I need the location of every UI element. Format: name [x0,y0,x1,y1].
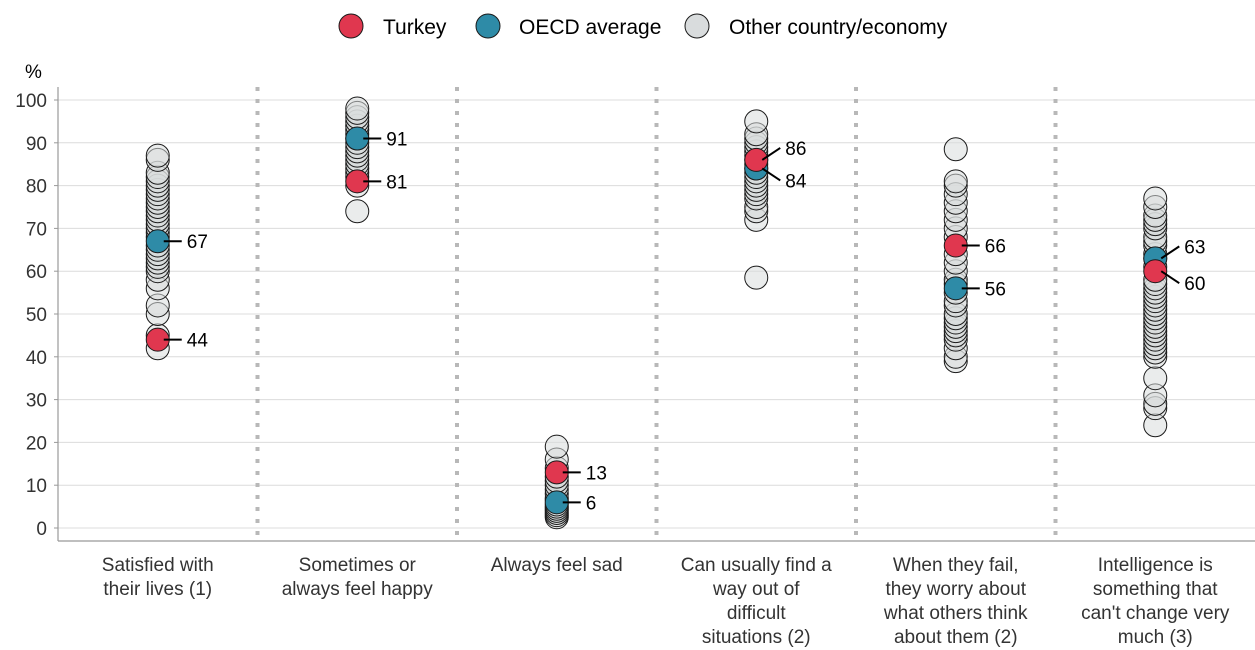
point-other-country [544,434,569,459]
value-label-oecd-average: 91 [386,130,407,151]
value-label-oecd-average: 67 [187,232,208,253]
y-tick-label: 30 [26,391,47,412]
label-leader-turkey [1160,270,1180,285]
legend-marker-other-country [684,13,710,39]
x-category-label: Can usually find a way out of difficult sit… [681,555,832,648]
value-label-turkey: 86 [785,139,806,160]
value-label-turkey: 81 [386,172,407,193]
x-axis-categories: Satisfied with their lives (1) Sometimes o… [102,555,1230,648]
label-leader-oecd-average [1160,245,1180,260]
legend: Turkey OECD average Other country/econom… [338,13,948,39]
value-label-oecd-average: 63 [1184,237,1205,258]
point-turkey [1143,259,1168,284]
y-tick-label: 70 [26,219,47,240]
point-other-country [345,199,370,224]
x-category-label: Sometimes or always feel happy [282,555,434,600]
y-tick-label: 10 [26,476,47,497]
point-turkey [744,147,769,172]
value-label-oecd-average: 56 [985,279,1006,300]
point-other-country [943,169,968,194]
value-label-oecd-average: 84 [785,171,807,192]
data-points [145,96,1168,530]
x-category-label: When they fail, they worry about what othe… [883,555,1028,648]
legend-marker-oecd-average [475,13,501,39]
gridlines [58,99,1255,529]
category-separators [255,87,1058,541]
value-label-turkey: 66 [985,237,1006,258]
y-tick-label: 40 [26,348,47,369]
label-leader-oecd-average [761,167,781,182]
y-tick-label: 90 [26,134,47,155]
point-other-country [1143,366,1168,391]
y-tick-label: 100 [15,91,47,112]
x-category-label: Intelligence is something that can't chang… [1081,555,1230,648]
x-category-label: Satisfied with their lives (1) [102,555,214,600]
y-axis-ticks: 0 10 20 30 40 50 60 70 80 90 100 [15,91,58,540]
y-tick-label: 60 [26,262,47,283]
legend-label-other-country: Other country/economy [729,16,948,39]
point-other-country [744,265,769,290]
legend-marker-turkey [338,13,364,39]
value-labels: 67 44 91 81 6 13 84 86 56 66 63 60 [163,130,1205,514]
y-tick-label: 0 [36,519,47,540]
y-tick-label: 50 [26,305,47,326]
y-tick-label: 80 [26,177,47,198]
label-leader-turkey [761,147,781,161]
point-other-country [1143,186,1168,211]
value-label-oecd-average: 6 [586,493,597,514]
value-label-turkey: 44 [187,331,209,352]
y-tick-label: 20 [26,433,47,454]
point-other-country [145,143,170,168]
value-label-turkey: 60 [1184,274,1205,295]
point-other-country [744,109,769,134]
legend-label-turkey: Turkey [383,16,447,39]
value-label-turkey: 13 [586,463,607,484]
point-other-country [345,96,370,121]
legend-label-oecd-average: OECD average [519,16,661,39]
point-other-country [943,137,968,162]
x-category-label: Always feel sad [491,555,623,576]
y-axis-unit-label: % [25,62,42,83]
